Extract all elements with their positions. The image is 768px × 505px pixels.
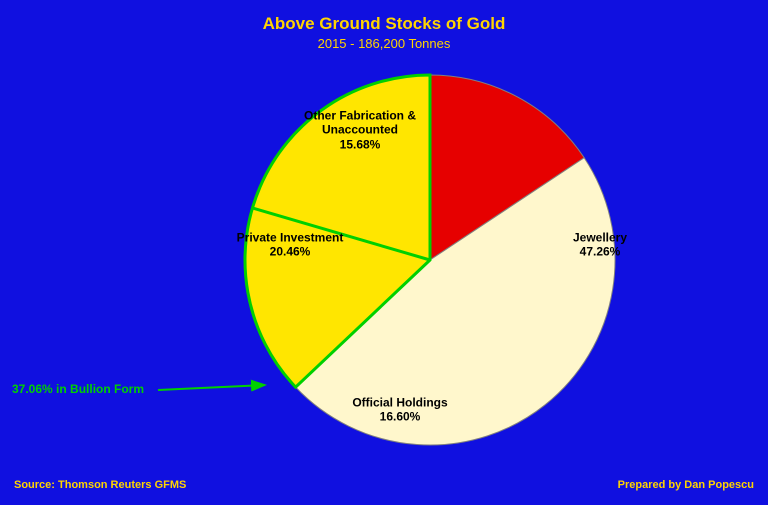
footer-source: Source: Thomson Reuters GFMS — [14, 479, 186, 491]
slice-label: Other Fabrication &Unaccounted15.68% — [304, 108, 416, 151]
annotation-arrow — [158, 385, 265, 390]
slice-label: Private Investment20.46% — [237, 231, 344, 260]
footer-prepared: Prepared by Dan Popescu — [618, 479, 754, 491]
pie-chart — [0, 0, 768, 505]
slice-label: Jewellery47.26% — [573, 231, 627, 260]
slice-label: Official Holdings16.60% — [352, 396, 447, 425]
bullion-annotation: 37.06% in Bullion Form — [12, 382, 144, 396]
